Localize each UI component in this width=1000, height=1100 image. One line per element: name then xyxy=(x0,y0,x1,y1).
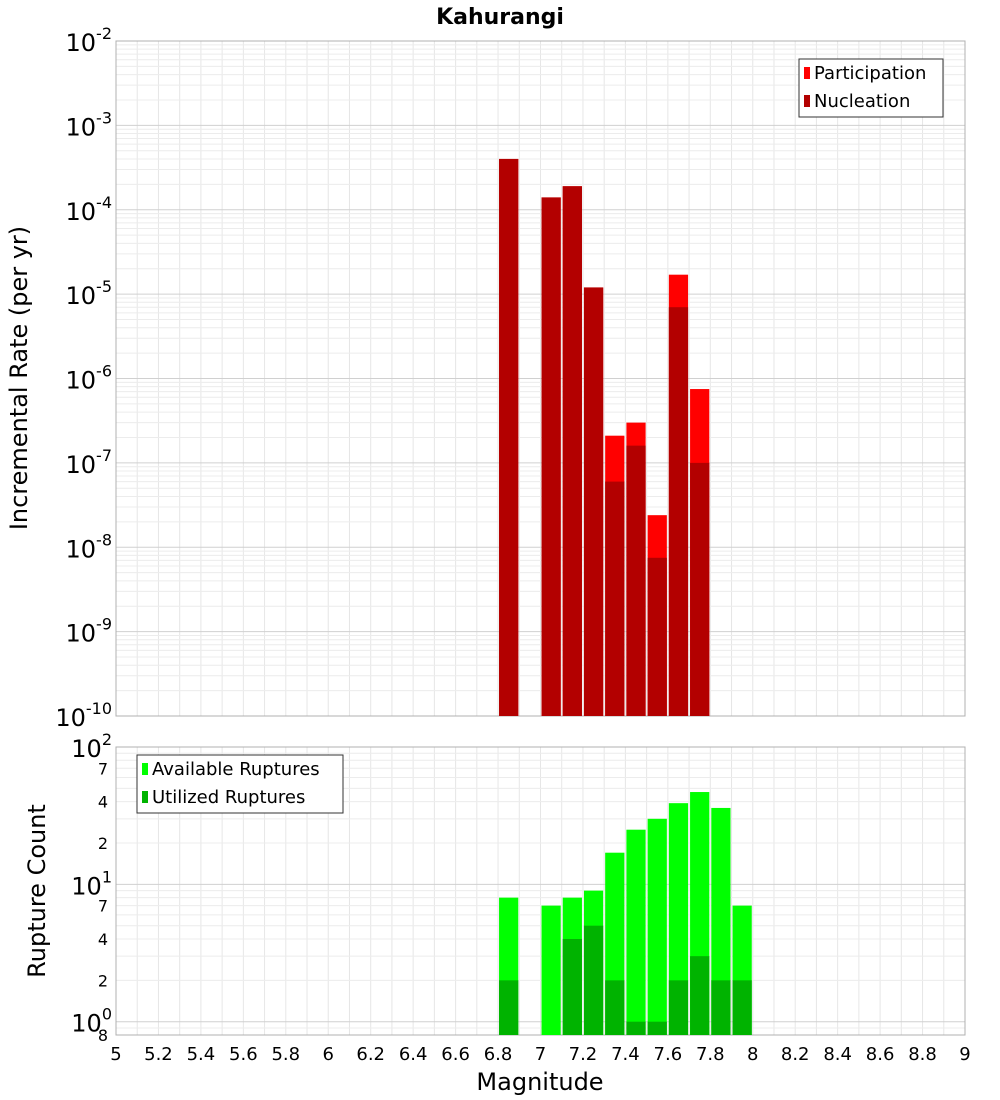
legend-swatch xyxy=(804,67,810,79)
nucleation-bar xyxy=(562,186,582,716)
y-minor-tick-label: 2 xyxy=(98,971,108,990)
utilized-ruptures-bar xyxy=(690,956,710,1035)
utilized-ruptures-bar xyxy=(732,980,752,1035)
nucleation-bar xyxy=(647,557,667,716)
x-tick-label: 8 xyxy=(747,1044,758,1065)
utilized-ruptures-bar xyxy=(711,980,731,1035)
x-tick-label: 7.2 xyxy=(569,1044,598,1065)
legend-swatch xyxy=(804,95,810,107)
available-ruptures-bar xyxy=(668,803,689,1035)
utilized-ruptures-bar xyxy=(605,980,625,1035)
nucleation-bar xyxy=(668,307,689,716)
x-tick-label: 5.4 xyxy=(187,1044,216,1065)
x-tick-label: 6.8 xyxy=(484,1044,513,1065)
available-ruptures-bar xyxy=(647,818,667,1035)
nucleation-bar xyxy=(541,197,561,717)
nucleation-bar xyxy=(626,445,646,716)
x-tick-label: 7.6 xyxy=(654,1044,683,1065)
available-ruptures-bar xyxy=(711,807,731,1035)
nucleation-bar xyxy=(605,481,625,716)
nucleation-bar xyxy=(499,158,519,717)
top-y-axis-label: Incremental Rate (per yr) xyxy=(5,226,33,530)
y-tick-label: 10-7 xyxy=(66,446,113,479)
x-tick-label: 9 xyxy=(959,1044,970,1065)
legend-box xyxy=(798,58,944,118)
y-minor-tick-label: 8 xyxy=(98,1026,108,1045)
y-tick-label: 101 xyxy=(71,867,112,900)
x-axis-label: Magnitude xyxy=(476,1068,603,1096)
x-tick-label: 5 xyxy=(110,1044,121,1065)
y-minor-tick-label: 7 xyxy=(98,759,108,778)
x-tick-label: 8.4 xyxy=(823,1044,852,1065)
x-tick-label: 6.6 xyxy=(441,1044,470,1065)
x-tick-label: 7.8 xyxy=(696,1044,725,1065)
plot-frame xyxy=(115,746,966,1036)
x-tick-label: 6.2 xyxy=(356,1044,385,1065)
y-tick-label: 10-5 xyxy=(66,277,113,310)
x-tick-label: 8.6 xyxy=(866,1044,895,1065)
utilized-ruptures-bar xyxy=(562,939,582,1035)
legend-label: Participation xyxy=(814,63,926,84)
x-tick-label: 8.2 xyxy=(781,1044,810,1065)
nucleation-bar xyxy=(690,462,710,716)
x-tick-label: 5.6 xyxy=(229,1044,258,1065)
y-tick-label: 102 xyxy=(71,730,112,763)
utilized-ruptures-bar xyxy=(668,980,689,1035)
y-minor-tick-label: 7 xyxy=(98,897,108,916)
x-tick-label: 6 xyxy=(323,1044,334,1065)
available-ruptures-bar xyxy=(626,829,646,1035)
plot-layer: 10-10 10-9 10-8 10-7 10-6 10-5 10-4 10-3 10-2 100… xyxy=(55,24,970,1065)
legend-swatch xyxy=(142,791,148,803)
plot-frame xyxy=(115,40,966,717)
utilized-ruptures-bar xyxy=(499,980,519,1035)
utilized-ruptures-bar xyxy=(583,925,604,1035)
x-tick-label: 8.8 xyxy=(908,1044,937,1065)
nucleation-bar xyxy=(583,287,604,716)
bottom-y-axis-label: Rupture Count xyxy=(23,804,51,978)
y-tick-label: 10-6 xyxy=(66,362,113,395)
chart-title: Kahurangi xyxy=(436,5,564,30)
x-tick-label: 7.4 xyxy=(611,1044,640,1065)
utilized-ruptures-bar xyxy=(647,1021,667,1035)
x-tick-label: 6.4 xyxy=(399,1044,428,1065)
y-minor-tick-label: 4 xyxy=(98,930,108,949)
legend-label: Available Ruptures xyxy=(152,759,320,780)
y-tick-label: 10-10 xyxy=(55,699,112,732)
legend-box xyxy=(136,754,344,814)
y-tick-label: 10-2 xyxy=(66,24,113,57)
legend-label: Nucleation xyxy=(814,91,910,112)
y-tick-label: 10-4 xyxy=(66,193,113,226)
y-minor-tick-label: 4 xyxy=(98,793,108,812)
legend-label: Utilized Ruptures xyxy=(152,787,305,808)
x-tick-label: 5.8 xyxy=(271,1044,300,1065)
x-tick-label: 7 xyxy=(535,1044,546,1065)
y-tick-label: 10-9 xyxy=(66,615,113,648)
x-tick-label: 5.2 xyxy=(144,1044,173,1065)
y-tick-label: 10-8 xyxy=(66,530,113,563)
utilized-ruptures-bar xyxy=(626,1021,646,1035)
y-tick-label: 10-3 xyxy=(66,108,113,141)
y-minor-tick-label: 2 xyxy=(98,834,108,853)
y-tick-label: 100 xyxy=(71,1005,112,1038)
available-ruptures-bar xyxy=(541,905,561,1035)
legend-swatch xyxy=(142,763,148,775)
